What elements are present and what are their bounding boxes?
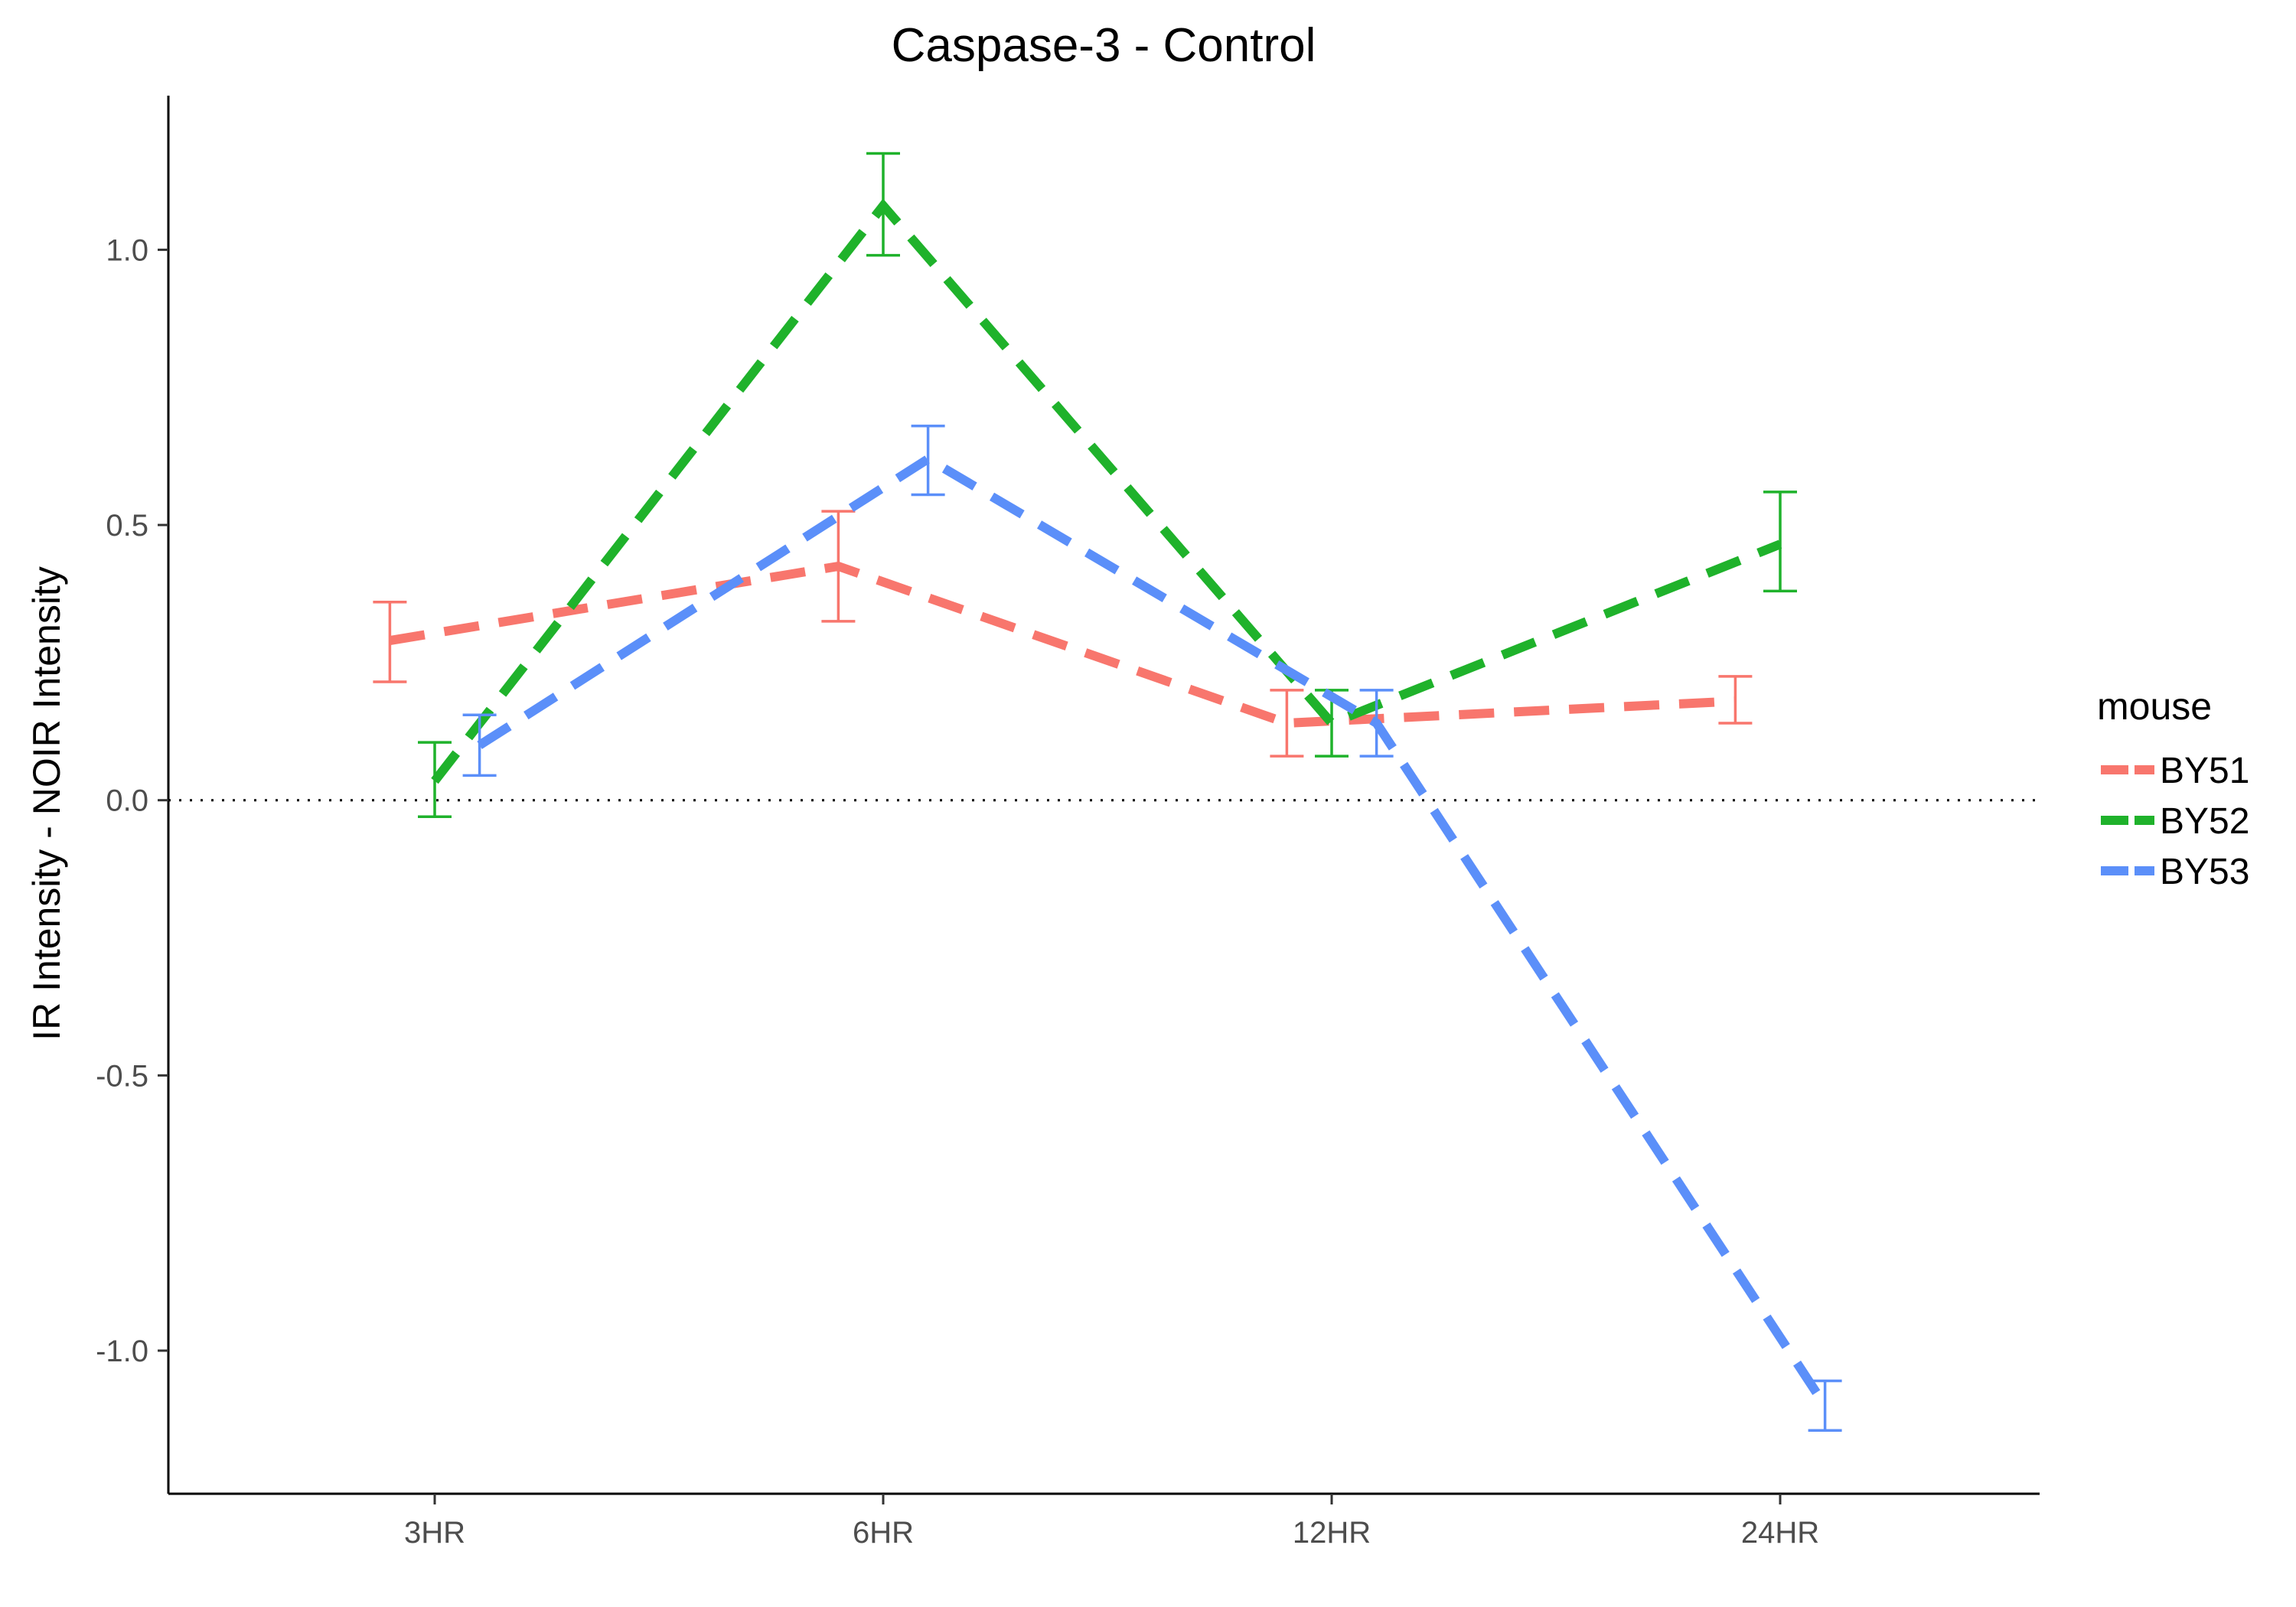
- x-tick-label: 12HR: [1293, 1516, 1371, 1550]
- series-line-by53: [477, 453, 1829, 1409]
- y-tick-label: 1.0: [106, 233, 148, 267]
- series-line-by52: [431, 198, 1782, 784]
- y-tick-label: 0.5: [106, 509, 148, 543]
- error-bar-by51: [1718, 675, 1753, 725]
- legend-label-by53: BY53: [2160, 852, 2249, 892]
- error-bar-by53: [911, 424, 945, 497]
- plot-area: 1.0 0.5 0.0 -0.5 -1.0 3HR 6HR 12HR 24HR: [96, 96, 2040, 1550]
- legend: mouse BY51 BY52 BY53: [2097, 685, 2249, 892]
- x-tick-label: 3HR: [404, 1516, 465, 1550]
- legend-title: mouse: [2097, 685, 2212, 728]
- legend-label-by51: BY51: [2160, 751, 2249, 791]
- error-bar-by52: [418, 741, 452, 819]
- series-line-by51: [389, 561, 1736, 729]
- x-tick-label: 24HR: [1741, 1516, 1819, 1550]
- y-axis-title: IR Intensity - NOIR Intensity: [25, 566, 68, 1041]
- y-tick-label: -1.0: [96, 1335, 148, 1368]
- x-tick-label: 6HR: [853, 1516, 914, 1550]
- chart-title: Caspase-3 - Control: [892, 19, 1316, 72]
- y-tick-label: -0.5: [96, 1059, 148, 1093]
- error-bar-by52: [866, 152, 900, 257]
- error-bar-by51: [373, 600, 407, 683]
- y-tick-label: 0.0: [106, 784, 148, 818]
- legend-label-by52: BY52: [2160, 801, 2249, 842]
- error-bar-by52: [1763, 491, 1797, 593]
